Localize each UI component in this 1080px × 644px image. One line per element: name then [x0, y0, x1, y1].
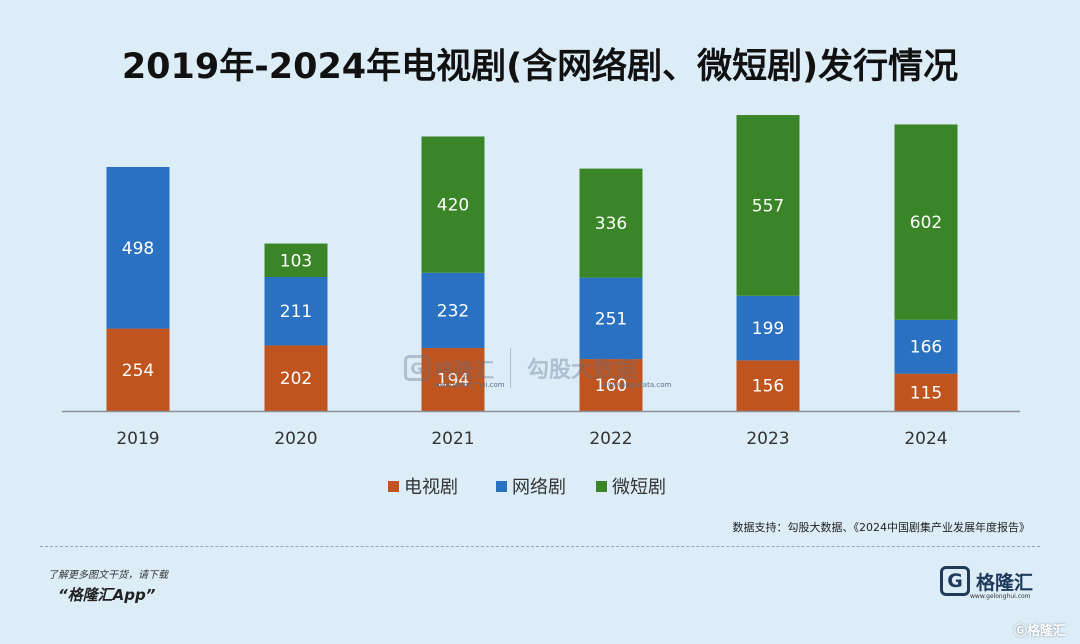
legend-label-web-series: 网络剧: [512, 477, 566, 498]
bar-web-series-2023: [736, 295, 800, 361]
x-tick-2024: 2024: [904, 429, 947, 449]
brand-name: 格隆汇: [976, 571, 1034, 594]
data-label-micro-drama-2021: 420: [437, 196, 469, 216]
data-label-web-series-2023: 199: [752, 319, 784, 339]
data-label-tv-series-2019: 254: [122, 361, 154, 381]
bar-tv-series-2019: [106, 328, 170, 411]
bar-web-series-2019: [106, 166, 170, 329]
brand-logo: G 格隆汇: [940, 566, 1033, 596]
data-label-tv-series-2020: 202: [280, 369, 312, 389]
data-label-web-series-2019: 498: [122, 239, 154, 259]
legend-swatch-tv-series: [388, 481, 399, 492]
x-tick-2021: 2021: [431, 429, 474, 449]
bar-tv-series-2020: [264, 345, 328, 411]
bar-micro-drama-2021: [421, 136, 485, 273]
data-label-web-series-2021: 232: [437, 301, 469, 321]
data-label-micro-drama-2020: 103: [280, 251, 312, 271]
bar-micro-drama-2020: [264, 243, 328, 277]
data-label-tv-series-2021: 194: [437, 371, 469, 391]
bar-tv-series-2022: [579, 359, 643, 411]
corner-watermark: Ⓖ格隆汇: [1013, 624, 1066, 639]
brand-url: www.gelonghui.com: [970, 593, 1031, 600]
data-label-tv-series-2023: 156: [752, 377, 784, 397]
data-label-web-series-2020: 211: [280, 302, 312, 322]
bar-tv-series-2021: [421, 348, 485, 411]
promo-app-name: “格隆汇App”: [58, 586, 156, 604]
source-note: 数据支持：勾股大数据、《2024中国剧集产业发展年度报告》: [732, 521, 1031, 534]
bar-micro-drama-2023: [736, 115, 800, 296]
x-tick-2023: 2023: [746, 429, 789, 449]
bar-micro-drama-2024: [894, 124, 958, 320]
bar-web-series-2022: [579, 277, 643, 360]
x-tick-2019: 2019: [116, 429, 159, 449]
bar-micro-drama-2022: [579, 168, 643, 278]
promo-text: 了解更多图文干货，请下载: [48, 570, 168, 581]
bar-web-series-2021: [421, 272, 485, 349]
legend: 电视剧 网络剧 微短剧: [388, 477, 666, 498]
x-tick-labels: 2019 2020 2021 2022 2023 2024: [116, 429, 947, 449]
bar-web-series-2020: [264, 276, 328, 346]
data-label-web-series-2024: 166: [910, 338, 942, 358]
data-label-tv-series-2022: 160: [595, 376, 627, 396]
data-label-micro-drama-2023: 557: [752, 196, 784, 216]
watermark-brand2-url: www.gogudata.com: [602, 381, 672, 389]
data-label-micro-drama-2024: 602: [910, 213, 942, 233]
data-label-micro-drama-2022: 336: [595, 214, 627, 234]
legend-swatch-web-series: [496, 481, 507, 492]
data-label-tv-series-2024: 115: [910, 383, 942, 403]
bar-tv-series-2023: [736, 360, 800, 411]
watermark-brand1-url: www.gelonghui.com: [434, 381, 505, 389]
bar-tv-series-2024: [894, 373, 958, 411]
chart-title: 2019年-2024年电视剧(含网络剧、微短剧)发行情况: [121, 47, 959, 87]
legend-label-micro-drama: 微短剧: [612, 477, 666, 498]
data-label-web-series-2022: 251: [595, 309, 627, 329]
x-tick-2020: 2020: [274, 429, 317, 449]
legend-swatch-micro-drama: [596, 481, 607, 492]
bars-group: 254 498 202 211 103 194 232 420 160 251 336 156 199 5…: [106, 115, 958, 411]
divider: [40, 546, 1040, 547]
x-tick-2022: 2022: [589, 429, 632, 449]
legend-label-tv-series: 电视剧: [404, 477, 458, 498]
brand-logo-icon: G: [940, 566, 970, 596]
bar-web-series-2024: [894, 319, 958, 374]
